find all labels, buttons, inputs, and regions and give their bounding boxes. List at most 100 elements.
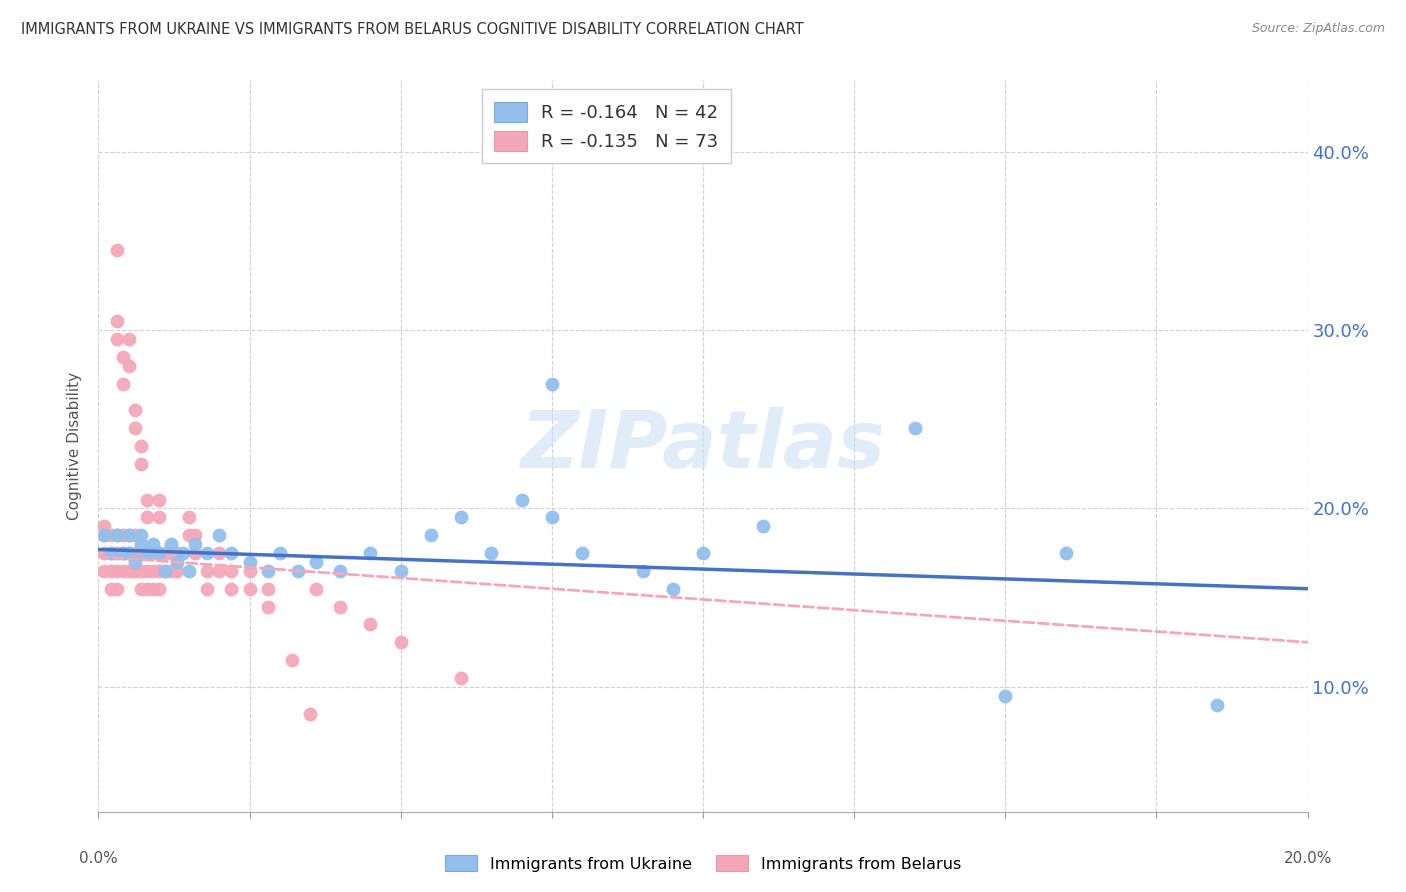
Point: [111, 350, 134, 364]
Point: [256, 564, 278, 578]
Point: [166, 546, 188, 560]
Point: [692, 546, 714, 560]
Point: [287, 564, 309, 578]
Point: [305, 555, 328, 569]
Point: [105, 528, 128, 542]
Text: ZIPatlas: ZIPatlas: [520, 407, 886, 485]
Legend: R = -0.164   N = 42, R = -0.135   N = 73: R = -0.164 N = 42, R = -0.135 N = 73: [482, 89, 731, 163]
Point: [118, 546, 141, 560]
Point: [360, 546, 382, 560]
Point: [166, 564, 188, 578]
Text: IMMIGRANTS FROM UKRAINE VS IMMIGRANTS FROM BELARUS COGNITIVE DISABILITY CORRELAT: IMMIGRANTS FROM UKRAINE VS IMMIGRANTS FR…: [21, 22, 804, 37]
Point: [118, 332, 141, 346]
Point: [142, 582, 165, 596]
Point: [208, 528, 231, 542]
Point: [105, 564, 128, 578]
Point: [208, 546, 231, 560]
Point: [105, 546, 128, 560]
Point: [450, 671, 472, 685]
Point: [135, 582, 157, 596]
Point: [93, 564, 115, 578]
Point: [100, 528, 122, 542]
Point: [124, 421, 146, 435]
Point: [105, 314, 128, 328]
Point: [160, 537, 183, 551]
Point: [135, 492, 157, 507]
Point: [450, 510, 472, 524]
Point: [105, 332, 128, 346]
Point: [135, 564, 157, 578]
Point: [153, 564, 176, 578]
Point: [1206, 698, 1229, 712]
Point: [148, 546, 170, 560]
Point: [111, 376, 134, 391]
Point: [389, 564, 412, 578]
Point: [118, 359, 141, 373]
Point: [118, 546, 141, 560]
Point: [166, 555, 188, 569]
Point: [329, 599, 352, 614]
Point: [221, 564, 243, 578]
Point: [221, 546, 243, 560]
Point: [179, 510, 201, 524]
Point: [208, 564, 231, 578]
Text: 20.0%: 20.0%: [1284, 851, 1331, 865]
Point: [420, 528, 443, 542]
Point: [752, 519, 775, 533]
Point: [160, 546, 183, 560]
Point: [540, 510, 562, 524]
Point: [135, 546, 157, 560]
Point: [111, 546, 134, 560]
Point: [481, 546, 503, 560]
Point: [148, 510, 170, 524]
Point: [129, 457, 152, 471]
Point: [269, 546, 291, 560]
Point: [184, 546, 207, 560]
Point: [100, 564, 122, 578]
Point: [148, 546, 170, 560]
Text: Source: ZipAtlas.com: Source: ZipAtlas.com: [1251, 22, 1385, 36]
Point: [111, 546, 134, 560]
Point: [256, 599, 278, 614]
Point: [129, 582, 152, 596]
Point: [148, 492, 170, 507]
Point: [904, 421, 927, 435]
Point: [281, 653, 304, 667]
Point: [118, 528, 141, 542]
Point: [100, 582, 122, 596]
Point: [510, 492, 533, 507]
Point: [195, 564, 218, 578]
Point: [124, 403, 146, 417]
Point: [172, 546, 194, 560]
Point: [179, 564, 201, 578]
Point: [93, 546, 115, 560]
Point: [142, 537, 165, 551]
Point: [221, 582, 243, 596]
Point: [124, 546, 146, 560]
Point: [239, 582, 262, 596]
Point: [118, 564, 141, 578]
Point: [994, 689, 1017, 703]
Point: [239, 564, 262, 578]
Point: [135, 510, 157, 524]
Point: [111, 528, 134, 542]
Point: [160, 564, 183, 578]
Point: [129, 439, 152, 453]
Text: 0.0%: 0.0%: [79, 851, 118, 865]
Point: [256, 582, 278, 596]
Point: [93, 519, 115, 533]
Point: [184, 537, 207, 551]
Point: [100, 546, 122, 560]
Point: [239, 555, 262, 569]
Point: [118, 528, 141, 542]
Point: [1054, 546, 1077, 560]
Point: [360, 617, 382, 632]
Point: [631, 564, 654, 578]
Point: [135, 546, 157, 560]
Point: [571, 546, 593, 560]
Point: [142, 564, 165, 578]
Y-axis label: Cognitive Disability: Cognitive Disability: [67, 372, 83, 520]
Point: [661, 582, 683, 596]
Point: [111, 564, 134, 578]
Point: [153, 546, 176, 560]
